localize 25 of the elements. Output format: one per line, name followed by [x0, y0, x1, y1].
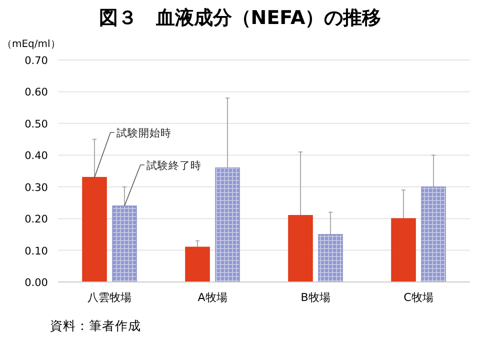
bar	[288, 215, 313, 282]
y-tick-label: 0.50	[24, 118, 48, 130]
text: 資料：筆者作成	[50, 318, 141, 333]
x-tick-label: C牧場	[404, 291, 434, 304]
series-label: 試験終了時	[146, 158, 202, 172]
y-tick-label: 0.70	[24, 55, 48, 67]
bar	[421, 186, 446, 282]
bar	[185, 246, 210, 282]
x-tick-label: B牧場	[300, 291, 330, 304]
y-tick-label: 0.30	[24, 182, 48, 194]
y-tick-label: 0.10	[24, 245, 48, 258]
bar	[391, 218, 416, 282]
bar	[318, 234, 343, 282]
x-tick-label: 八雲牧場	[88, 291, 132, 304]
y-axis-title: （mEq/ml）	[2, 39, 60, 50]
bar	[82, 176, 107, 282]
y-tick-label: 0.40	[24, 150, 48, 162]
chart-title: 図３ 血液成分（NEFA）の推移	[98, 7, 382, 29]
bar	[215, 167, 240, 282]
x-tick-label: A牧場	[198, 291, 228, 304]
y-tick-label: 0.20	[24, 214, 48, 226]
text: 試験開始時	[116, 126, 172, 140]
y-tick-label: 0.00	[24, 277, 48, 289]
y-tick-label: 0.60	[24, 86, 48, 99]
bar	[112, 205, 137, 282]
